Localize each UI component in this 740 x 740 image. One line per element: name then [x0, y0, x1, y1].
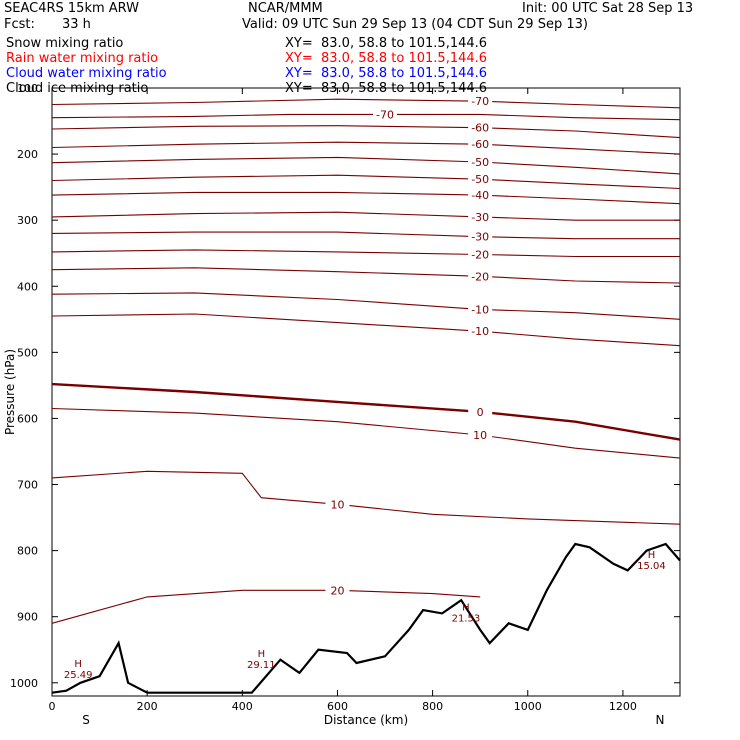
y-tick-label-1000: 1000	[10, 677, 38, 690]
x-tick-label-400: 400	[232, 700, 253, 713]
isotherm-label-bg-12	[468, 324, 493, 338]
isotherm-label-bg-0	[468, 94, 493, 108]
x-axis-title: Distance (km)	[324, 713, 408, 727]
init-time: Init: 00 UTC Sat 28 Sep 13	[522, 1, 694, 16]
isotherm-label-bg-4	[468, 155, 493, 169]
isotherm-line-6	[51, 191, 681, 205]
high-marker-0: H	[74, 659, 82, 670]
valid-time: Valid: 09 UTC Sun 29 Sep 13 (04 CDT Sun …	[242, 17, 588, 32]
x-end-label-left: S	[82, 713, 90, 727]
isotherm-label-12: -10	[471, 325, 489, 338]
isotherm-label-0: -70	[471, 95, 489, 108]
isotherm-line-11	[51, 292, 681, 320]
legend-name-cloud-water: Cloud water mixing ratio	[6, 66, 167, 81]
y-tick-label-100: 100	[17, 82, 38, 95]
y-tick-label-600: 600	[17, 412, 38, 425]
x-tick-label-0: 0	[49, 700, 56, 713]
isotherm-label-4: -50	[471, 156, 489, 169]
isotherm-label-bg-11	[468, 302, 493, 316]
y-tick-label-300: 300	[17, 214, 38, 227]
y-tick-label-900: 900	[17, 611, 38, 624]
isotherm-label-bg-1	[373, 107, 398, 121]
y-tick-label-200: 200	[17, 148, 38, 161]
y-tick-label-700: 700	[17, 479, 38, 492]
org-label: NCAR/MMM	[248, 1, 323, 16]
high-marker-3: H	[648, 550, 656, 561]
isotherm-label-7: -30	[471, 211, 489, 224]
isotherm-label-13: 0	[477, 406, 484, 419]
isotherm-label-6: -40	[471, 189, 489, 202]
isotherm-label-bg-5	[468, 172, 493, 186]
isotherm-line-2	[51, 125, 681, 139]
terrain-line	[51, 542, 681, 694]
isotherm-line-3	[51, 141, 681, 155]
y-axis-title: Pressure (hPa)	[3, 349, 17, 435]
isotherm-line-9	[51, 249, 680, 258]
isotherm-label-9: -20	[471, 249, 489, 262]
fcst-label: Fcst:	[4, 17, 35, 32]
y-tick-label-500: 500	[17, 346, 38, 359]
isotherm-line-4	[51, 156, 681, 175]
isotherm-label-5: -50	[471, 173, 489, 186]
legend-name-snow: Snow mixing ratio	[6, 36, 124, 51]
isotherm-label-3: -60	[471, 138, 489, 151]
x-tick-label-1000: 1000	[514, 700, 542, 713]
isotherm-label-bg-6	[468, 188, 493, 202]
isotherm-line-10	[51, 267, 681, 284]
high-value-0: 25.49	[64, 670, 93, 681]
isotherm-label-bg-13	[468, 404, 493, 418]
high-value-2: 21.53	[452, 614, 481, 625]
isotherm-line-5	[51, 174, 681, 190]
isotherm-label-bg-3	[468, 137, 493, 151]
legend-name-rain: Rain water mixing ratio	[6, 51, 159, 66]
isotherm-label-bg-16	[325, 583, 350, 597]
isotherm-label-15: 10	[330, 498, 344, 511]
legend-xy-cloud-water: XY= 83.0, 58.8 to 101.5,144.6	[285, 66, 488, 81]
legend-xy-snow: XY= 83.0, 58.8 to 101.5,144.6	[285, 36, 488, 51]
isotherm-line-8	[51, 231, 680, 240]
y-tick-label-400: 400	[17, 280, 38, 293]
x-end-label-right: N	[656, 713, 665, 727]
isotherm-label-2: -60	[471, 122, 489, 135]
isotherm-label-1: -70	[376, 108, 394, 121]
x-tick-label-800: 800	[422, 700, 443, 713]
isotherm-line-13	[51, 382, 681, 441]
isotherm-label-16: 20	[330, 584, 344, 597]
x-tick-label-600: 600	[327, 700, 348, 713]
isotherm-line-12	[51, 313, 681, 347]
isotherm-line-15	[51, 470, 681, 525]
isotherm-label-bg-9	[468, 247, 493, 261]
isotherm-line-14	[51, 407, 681, 459]
isotherm-label-8: -30	[471, 231, 489, 244]
high-value-1: 29.11	[247, 660, 276, 671]
model-title: SEAC4RS 15km ARW	[4, 1, 140, 16]
isotherm-line-16	[51, 589, 481, 624]
isotherm-label-bg-7	[468, 209, 493, 223]
x-tick-label-200: 200	[137, 700, 158, 713]
isotherm-label-bg-8	[468, 229, 493, 243]
isotherm-label-bg-2	[468, 120, 493, 134]
y-tick-label-800: 800	[17, 545, 38, 558]
legend-xy-rain: XY= 83.0, 58.8 to 101.5,144.6	[285, 51, 488, 66]
isotherm-label-10: -20	[471, 270, 489, 283]
isotherm-line-7	[51, 211, 680, 221]
isotherm-label-bg-15	[325, 497, 350, 511]
isotherm-line-0	[51, 98, 681, 109]
high-marker-2: H	[462, 603, 470, 614]
plot-frame	[51, 87, 681, 697]
high-value-3: 15.04	[637, 561, 666, 572]
x-tick-label-1200: 1200	[609, 700, 637, 713]
isotherm-label-14: 10	[473, 429, 487, 442]
isotherm-label-11: -10	[471, 303, 489, 316]
fcst-value: 33 h	[62, 17, 91, 32]
isotherm-label-bg-14	[468, 427, 493, 441]
isotherm-line-1	[51, 113, 681, 121]
high-marker-1: H	[258, 649, 266, 660]
isotherm-label-bg-10	[468, 269, 493, 283]
